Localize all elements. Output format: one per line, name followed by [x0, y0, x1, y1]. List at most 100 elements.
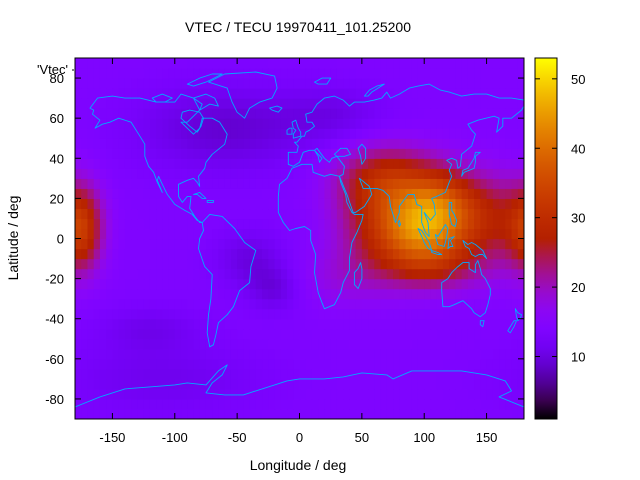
heatmap-cell [517, 218, 524, 230]
heatmap-cell [268, 408, 276, 419]
heatmap-cell [143, 338, 151, 350]
heatmap-cell [299, 318, 307, 330]
heatmap-cell [349, 88, 357, 99]
heatmap-cell [143, 88, 151, 99]
heatmap-cell [262, 78, 269, 89]
heatmap-cell [311, 128, 319, 139]
heatmap-cell [430, 148, 438, 159]
colorbar [534, 57, 558, 420]
heatmap-cell [137, 238, 145, 250]
heatmap-cell [243, 318, 251, 330]
heatmap-cell [311, 148, 319, 159]
heatmap-cell [218, 108, 226, 119]
heatmap-cell [174, 328, 182, 340]
heatmap-cell [374, 238, 382, 250]
heatmap-cell [461, 288, 469, 300]
heatmap-cell [262, 58, 269, 69]
heatmap-cell [486, 398, 494, 410]
heatmap-cell [449, 178, 457, 189]
heatmap-cell [486, 238, 494, 250]
heatmap-cell [137, 68, 145, 79]
heatmap-cell [131, 328, 138, 340]
heatmap-cell [311, 328, 319, 340]
heatmap-cell [455, 298, 463, 310]
heatmap-cell [324, 168, 332, 179]
heatmap-cell [411, 318, 419, 330]
heatmap-cell [156, 188, 163, 199]
heatmap-cell [436, 358, 444, 370]
heatmap-cell [255, 278, 263, 290]
heatmap-cell [268, 78, 276, 89]
heatmap-cell [430, 168, 438, 179]
heatmap-cell [93, 68, 101, 79]
heatmap-cell [349, 128, 357, 139]
heatmap-cell [455, 208, 463, 220]
heatmap-cell [461, 78, 469, 89]
heatmap-cell [349, 268, 357, 280]
heatmap-cell [417, 358, 425, 370]
heatmap-cell [405, 168, 413, 179]
y-tick-label: -40 [45, 312, 64, 327]
heatmap-cell [118, 248, 126, 260]
heatmap-cell [411, 98, 419, 109]
heatmap-cell [287, 118, 294, 129]
heatmap-cell [87, 78, 95, 89]
heatmap-cell [318, 178, 326, 189]
heatmap-cell [336, 148, 344, 159]
heatmap-cell [305, 68, 313, 79]
heatmap-cell [118, 138, 126, 149]
heatmap-cell [386, 218, 394, 230]
heatmap-cell [311, 298, 319, 310]
heatmap-cell [99, 328, 107, 340]
heatmap-cell [124, 78, 132, 89]
heatmap-cell [505, 108, 513, 119]
heatmap-cell [505, 398, 513, 410]
heatmap-cell [137, 178, 145, 189]
heatmap-cell [168, 188, 176, 199]
colorbar-tick-label: 40 [571, 141, 585, 156]
heatmap-cell [386, 298, 394, 310]
heatmap-cell [230, 338, 238, 350]
heatmap-cell [449, 198, 457, 210]
heatmap-cell [274, 348, 282, 360]
heatmap-cell [474, 408, 481, 419]
heatmap-cell [405, 308, 413, 320]
heatmap-cell [174, 308, 182, 320]
heatmap-cell [505, 238, 513, 250]
heatmap-cell [205, 218, 213, 230]
heatmap-cell [199, 98, 207, 109]
heatmap-cell [87, 268, 95, 280]
heatmap-cell [181, 98, 188, 109]
heatmap-cell [299, 158, 307, 169]
heatmap-cell [417, 248, 425, 260]
heatmap-cell [405, 318, 413, 330]
heatmap-cell [380, 378, 388, 390]
heatmap-cell [243, 188, 251, 199]
heatmap-cell [81, 108, 89, 119]
heatmap-cell [405, 128, 413, 139]
heatmap-cell [137, 168, 145, 179]
heatmap-cell [255, 58, 263, 69]
heatmap-cell [461, 388, 469, 400]
heatmap-cell [112, 368, 120, 380]
heatmap-cell [174, 368, 182, 380]
heatmap-cell [287, 298, 294, 310]
heatmap-cell [124, 248, 132, 260]
heatmap-cell [511, 98, 519, 109]
heatmap-cell [280, 378, 288, 390]
heatmap-cell [480, 98, 488, 109]
heatmap-cell [168, 158, 176, 169]
heatmap-cell [324, 408, 332, 419]
y-tick-label: 60 [50, 111, 64, 126]
heatmap-cell [143, 408, 151, 419]
heatmap-cell [118, 218, 126, 230]
heatmap-cell [399, 248, 407, 260]
heatmap-cell [517, 328, 524, 340]
heatmap-cell [237, 178, 244, 189]
heatmap-cell [430, 228, 438, 240]
heatmap-cell [324, 178, 332, 189]
heatmap-cell [399, 118, 407, 129]
heatmap-cell [181, 308, 188, 320]
heatmap-cell [461, 118, 469, 129]
heatmap-cell [87, 308, 95, 320]
